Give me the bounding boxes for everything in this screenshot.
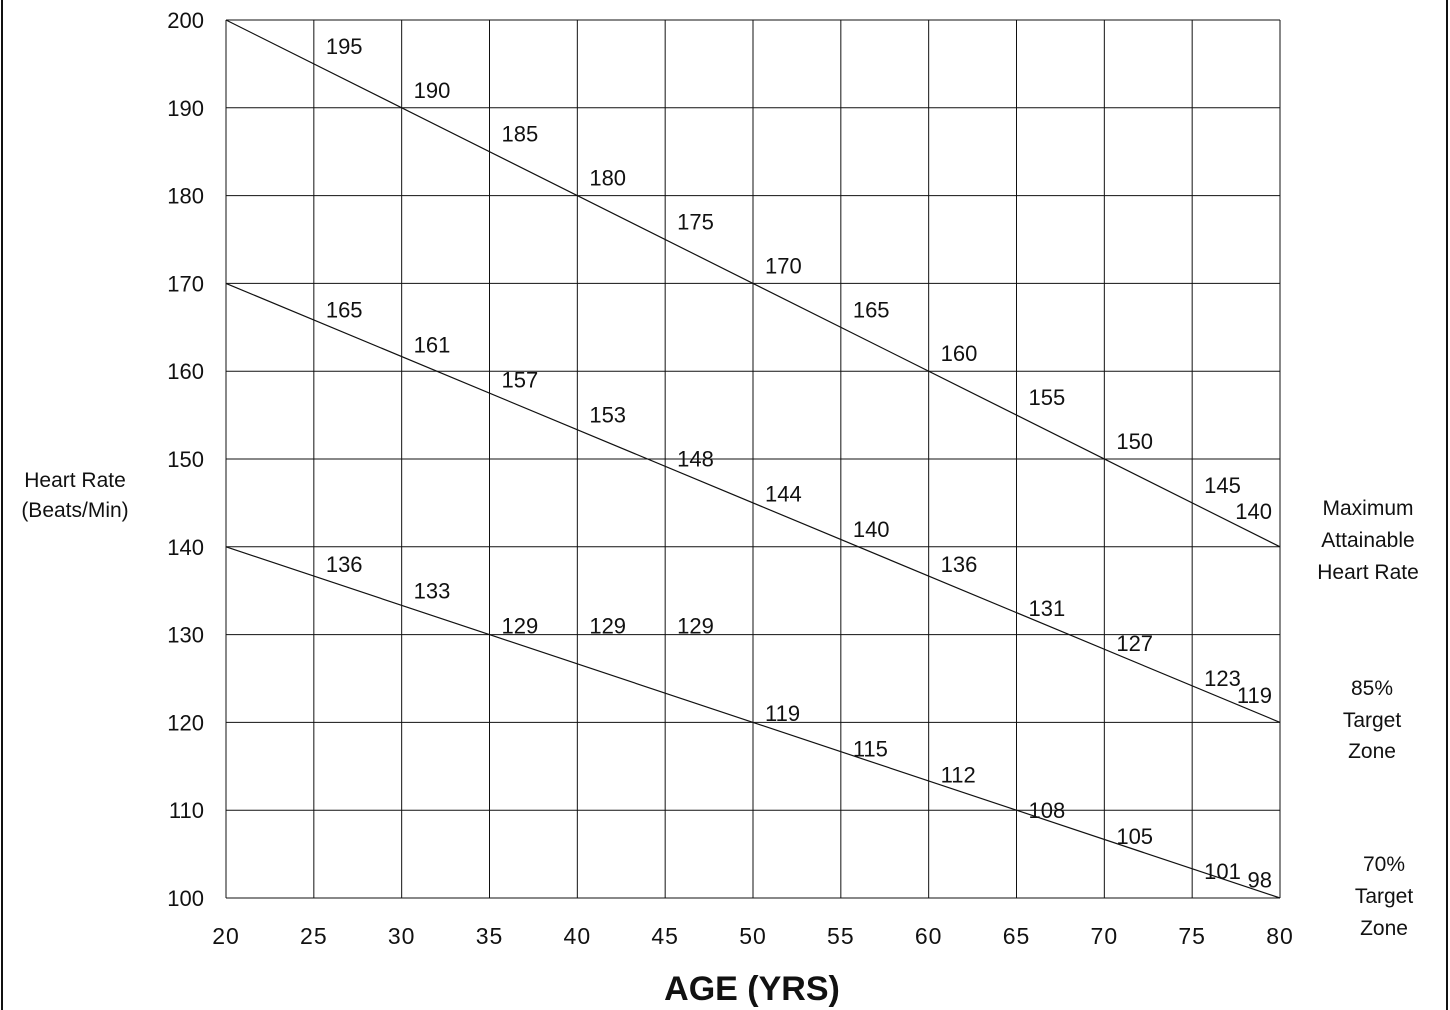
data-label-zone85: 119 [1237, 683, 1272, 708]
data-label-zone70: 98 [1248, 868, 1272, 893]
y-tick-label: 110 [169, 798, 204, 823]
x-tick-label: 45 [651, 923, 679, 949]
x-tick-label: 40 [564, 923, 592, 949]
x-axis-label: AGE (YRS) [664, 970, 840, 1008]
legend-70-line-1: 70% [1363, 853, 1405, 876]
data-label-max: 140 [1235, 499, 1272, 524]
y-axis-tick-labels: 100 110 120 130 140 150 160 170 180 190 200 [167, 8, 204, 911]
y-tick-label: 140 [167, 535, 204, 560]
data-label-zone70: 101 [1204, 859, 1241, 884]
data-label-zone70: 112 [941, 763, 976, 788]
x-tick-label: 55 [827, 923, 855, 949]
data-label-max: 155 [1029, 385, 1066, 410]
y-tick-label: 100 [167, 886, 204, 911]
y-axis-label-line-1: Heart Rate [24, 469, 126, 492]
y-tick-label: 130 [167, 623, 204, 648]
data-label-zone85: 131 [1029, 596, 1066, 621]
data-label-zone85: 165 [326, 297, 363, 322]
data-label-max: 170 [765, 253, 802, 278]
y-tick-label: 190 [167, 96, 204, 121]
data-label-zone70: 129 [677, 613, 714, 638]
data-label-zone85: 153 [589, 403, 626, 428]
data-label-max: 190 [414, 78, 451, 103]
y-tick-label: 150 [167, 447, 204, 472]
x-tick-label: 30 [388, 923, 416, 949]
data-label-max: 165 [853, 297, 890, 322]
legend-85-line-1: 85% [1351, 677, 1393, 700]
y-tick-label: 120 [167, 710, 204, 735]
data-label-zone70: 136 [326, 552, 363, 577]
data-label-zone70: 105 [1116, 824, 1153, 849]
x-tick-label: 75 [1178, 923, 1206, 949]
x-axis-tick-labels: 20 25 30 35 40 45 50 55 60 65 70 75 80 [212, 923, 1294, 949]
y-tick-label: 160 [167, 359, 204, 384]
data-label-max: 160 [941, 341, 978, 366]
legend-max-line-2: Attainable [1321, 529, 1414, 552]
data-label-zone70: 129 [589, 613, 626, 638]
x-tick-label: 25 [300, 923, 328, 949]
data-label-max: 180 [589, 166, 626, 191]
data-label-max: 195 [326, 34, 363, 59]
x-tick-label: 80 [1266, 923, 1294, 949]
series-line-max [225, 19, 1281, 548]
data-label-zone70: 129 [502, 613, 539, 638]
data-label-max: 175 [677, 210, 714, 235]
data-label-zone70: 133 [414, 578, 451, 603]
legend-70-line-2: Target [1355, 885, 1414, 908]
legend-85-line-3: Zone [1348, 740, 1396, 763]
data-label-zone85: 127 [1116, 631, 1153, 656]
y-tick-label: 200 [167, 8, 204, 33]
data-label-max: 150 [1116, 429, 1153, 454]
x-tick-label: 70 [1091, 923, 1119, 949]
data-labels: 1951901851801751701651601551501451401651… [326, 34, 1272, 893]
legend-max-heart-rate: Maximum Attainable Heart Rate [1317, 497, 1419, 584]
x-tick-label: 20 [212, 923, 240, 949]
data-label-zone85: 148 [677, 447, 714, 472]
series-lines [225, 19, 1281, 899]
data-label-max: 145 [1204, 473, 1241, 498]
legend-max-line-1: Maximum [1322, 497, 1413, 520]
series-line-zone70 [225, 546, 1281, 899]
legend-70-target-zone: 70% Target Zone [1355, 853, 1414, 940]
y-tick-label: 170 [167, 271, 204, 296]
data-label-zone70: 108 [1029, 798, 1066, 823]
legend-70-line-3: Zone [1360, 917, 1408, 940]
data-label-zone85: 123 [1204, 666, 1241, 691]
data-label-zone85: 140 [853, 517, 890, 542]
x-tick-label: 60 [915, 923, 943, 949]
x-tick-label: 35 [476, 923, 504, 949]
y-tick-label: 180 [167, 184, 204, 209]
data-label-zone85: 161 [414, 332, 451, 357]
data-label-zone85: 136 [941, 552, 978, 577]
legend-85-line-2: Target [1343, 709, 1402, 732]
x-tick-label: 65 [1003, 923, 1031, 949]
plot-grid [225, 19, 1281, 899]
data-label-zone70: 115 [853, 736, 888, 761]
data-label-zone70: 119 [765, 701, 800, 726]
legend-max-line-3: Heart Rate [1317, 561, 1419, 584]
data-label-max: 185 [502, 122, 539, 147]
data-label-zone85: 144 [765, 482, 802, 507]
x-tick-label: 50 [739, 923, 767, 949]
legend-85-target-zone: 85% Target Zone [1343, 677, 1402, 763]
data-label-zone85: 157 [502, 368, 539, 393]
series-line-zone85 [225, 282, 1281, 723]
y-axis-label-line-2: (Beats/Min) [21, 499, 128, 522]
